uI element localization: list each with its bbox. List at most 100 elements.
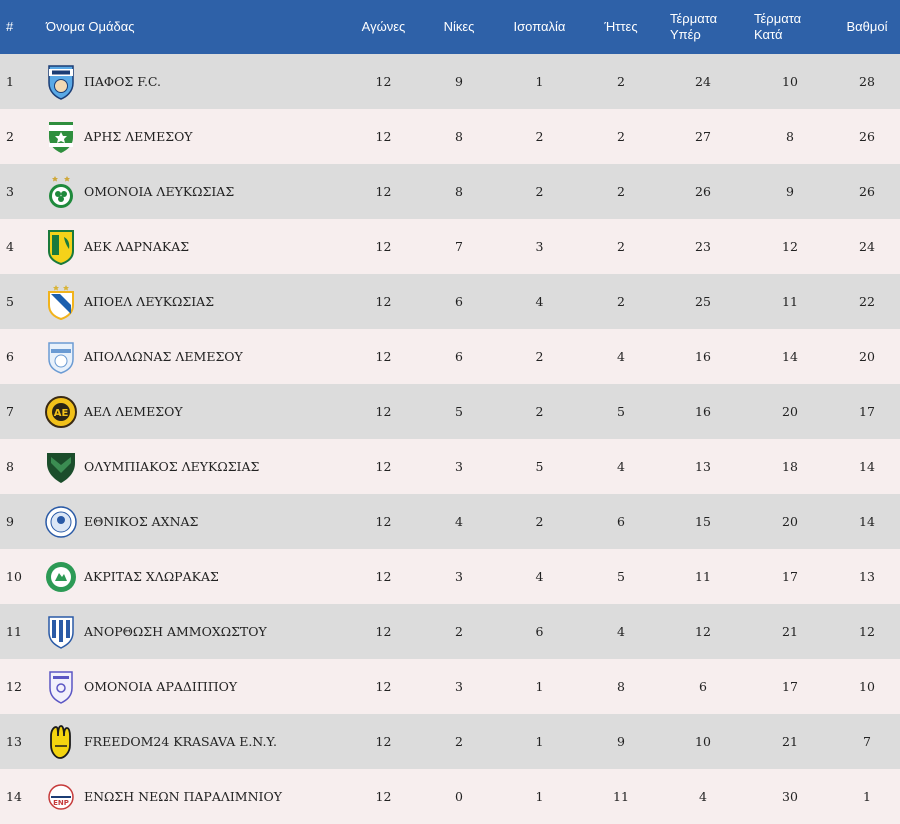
goals-against-cell: 20 [782,404,798,419]
team-cell[interactable]: ΟΜΟΝΟΙΑ ΛΕΥΚΩΣΙΑΣ [36,164,346,219]
goals-for-cell: 12 [695,624,711,639]
wins-cell: 7 [455,239,463,254]
team-link[interactable]: ΟΜΟΝΟΙΑ ΑΡΑΔΙΠΠΟΥ [44,668,346,706]
losses-cell: 5 [617,404,625,419]
losses-cell: 2 [617,239,625,254]
col-header-goals-against[interactable]: Τέρματα Κατά [746,0,834,54]
team-cell[interactable]: ENP ΕΝΩΣΗ ΝΕΩΝ ΠΑΡΑΛΙΜΝΙΟΥ [36,769,346,824]
team-cell[interactable]: ΑΠΟΕΛ ΛΕΥΚΩΣΙΑΣ [36,274,346,329]
team-link[interactable]: ΑΡΗΣ ΛΕΜΕΣΟΥ [44,118,346,156]
table-row[interactable]: 1 ΠΑΦΟΣ F.C. 12 9 1 2 24 10 28 [0,54,900,109]
team-cell[interactable]: ΠΑΦΟΣ F.C. [36,54,346,109]
position-cell: 8 [6,459,14,474]
played-cell: 12 [375,679,392,694]
team-cell[interactable]: ΑΚΡΙΤΑΣ ΧΛΩΡΑΚΑΣ [36,549,346,604]
team-cell[interactable]: ΕΘΝΙΚΟΣ ΑΧΝΑΣ [36,494,346,549]
team-link[interactable]: ΟΛΥΜΠΙΑΚΟΣ ΛΕΥΚΩΣΙΑΣ [44,448,346,486]
team-cell[interactable]: ΑΕΚ ΛΑΡΝΑΚΑΣ [36,219,346,274]
table-row[interactable]: 12 ΟΜΟΝΟΙΑ ΑΡΑΔΙΠΠΟΥ 12 3 1 8 6 17 10 [0,659,900,714]
goals-for-line1: Τέρματα [670,11,718,26]
team-cell[interactable]: ΑΠΟΛΛΩΝΑΣ ΛΕΜΕΣΟΥ [36,329,346,384]
goals-for-line2: Υπέρ [670,27,701,42]
team-link[interactable]: AE ΑΕΛ ΛΕΜΕΣΟΥ [44,393,346,431]
losses-cell: 4 [617,459,625,474]
team-link[interactable]: ΠΑΦΟΣ F.C. [44,63,346,101]
points-cell: 24 [859,239,875,254]
wins-cell: 4 [455,514,463,529]
table-row[interactable]: 10 ΑΚΡΙΤΑΣ ΧΛΩΡΑΚΑΣ 12 3 4 5 11 17 13 [0,549,900,604]
team-link[interactable]: ΟΜΟΝΟΙΑ ΛΕΥΚΩΣΙΑΣ [44,173,346,211]
col-header-pos[interactable]: # [6,19,14,34]
position-cell: 14 [6,789,22,804]
draws-cell: 1 [535,734,544,749]
points-cell: 1 [863,789,871,804]
svg-text:ENP: ENP [53,799,69,807]
table-row[interactable]: 8 ΟΛΥΜΠΙΑΚΟΣ ΛΕΥΚΩΣΙΑΣ 12 3 5 4 13 18 14 [0,439,900,494]
col-header-played[interactable]: Αγώνες [361,19,406,34]
table-row[interactable]: 5 ΑΠΟΕΛ ΛΕΥΚΩΣΙΑΣ 12 6 4 2 25 11 22 [0,274,900,329]
losses-cell: 11 [613,789,629,804]
table-row[interactable]: 7 AE ΑΕΛ ΛΕΜΕΣΟΥ 12 5 2 5 16 20 17 [0,384,900,439]
wins-cell: 3 [455,569,463,584]
position-cell: 4 [6,239,14,254]
table-row[interactable]: 6 ΑΠΟΛΛΩΝΑΣ ΛΕΜΕΣΟΥ 12 6 2 4 16 14 20 [0,329,900,384]
goals-against-cell: 18 [782,459,798,474]
team-cell[interactable]: AE ΑΕΛ ΛΕΜΕΣΟΥ [36,384,346,439]
table-row[interactable]: 9 ΕΘΝΙΚΟΣ ΑΧΝΑΣ 12 4 2 6 15 20 14 [0,494,900,549]
goals-for-cell: 10 [695,734,711,749]
table-row[interactable]: 14 ENP ΕΝΩΣΗ ΝΕΩΝ ΠΑΡΑΛΙΜΝΙΟΥ 12 0 1 11 4 30 1 [0,769,900,824]
col-header-losses[interactable]: Ήττες [604,19,638,34]
position-cell: 7 [6,404,14,419]
goals-for-cell: 13 [695,459,711,474]
draws-cell: 6 [535,624,544,639]
team-link[interactable]: ENP ΕΝΩΣΗ ΝΕΩΝ ΠΑΡΑΛΙΜΝΙΟΥ [44,778,346,816]
team-link[interactable]: ΑΠΟΕΛ ΛΕΥΚΩΣΙΑΣ [44,283,346,321]
team-name: ΕΝΩΣΗ ΝΕΩΝ ΠΑΡΑΛΙΜΝΙΟΥ [84,789,282,804]
table-row[interactable]: 4 ΑΕΚ ΛΑΡΝΑΚΑΣ 12 7 3 2 23 12 24 [0,219,900,274]
team-crest-icon [44,338,78,376]
team-name: ΑΠΟΕΛ ΛΕΥΚΩΣΙΑΣ [84,294,215,309]
draws-cell: 2 [535,514,544,529]
position-cell: 3 [6,184,14,199]
team-cell[interactable]: FREEDOM24 KRASAVA E.N.Y. [36,714,346,769]
table-row[interactable]: 2 ΑΡΗΣ ΛΕΜΕΣΟΥ 12 8 2 2 27 8 26 [0,109,900,164]
table-header: # Όνομα Ομάδας Αγώνες Νίκες Ισοπαλία Ήττ… [0,0,900,54]
goals-against-cell: 8 [786,129,794,144]
team-link[interactable]: ΑΕΚ ΛΑΡΝΑΚΑΣ [44,228,346,266]
wins-cell: 9 [455,74,463,89]
team-link[interactable]: ΑΝΟΡΘΩΣΗ ΑΜΜΟΧΩΣΤΟΥ [44,613,346,651]
points-cell: 28 [859,74,875,89]
team-link[interactable]: ΑΠΟΛΛΩΝΑΣ ΛΕΜΕΣΟΥ [44,338,346,376]
team-name: ΑΕΛ ΛΕΜΕΣΟΥ [84,404,183,419]
table-row[interactable]: 3 ΟΜΟΝΟΙΑ ΛΕΥΚΩΣΙΑΣ 12 8 2 2 26 9 26 [0,164,900,219]
draws-cell: 3 [535,239,544,254]
goals-against-cell: 21 [782,624,798,639]
goals-for-cell: 4 [699,789,707,804]
position-cell: 2 [6,129,14,144]
table-row[interactable]: 11 ΑΝΟΡΘΩΣΗ ΑΜΜΟΧΩΣΤΟΥ 12 2 6 4 12 21 12 [0,604,900,659]
col-header-points[interactable]: Βαθμοί [846,19,888,34]
losses-cell: 2 [617,294,625,309]
draws-cell: 2 [535,129,544,144]
team-link[interactable]: FREEDOM24 KRASAVA E.N.Y. [44,723,346,761]
team-crest-icon [44,668,78,706]
team-cell[interactable]: ΑΡΗΣ ΛΕΜΕΣΟΥ [36,109,346,164]
col-header-draws[interactable]: Ισοπαλία [513,19,566,34]
wins-cell: 8 [455,129,463,144]
goals-for-cell: 15 [695,514,711,529]
team-cell[interactable]: ΟΛΥΜΠΙΑΚΟΣ ΛΕΥΚΩΣΙΑΣ [36,439,346,494]
col-header-goals-for[interactable]: Τέρματα Υπέρ [660,0,746,54]
col-header-wins[interactable]: Νίκες [443,19,475,34]
team-cell[interactable]: ΟΜΟΝΟΙΑ ΑΡΑΔΙΠΠΟΥ [36,659,346,714]
team-name: ΑΚΡΙΤΑΣ ΧΛΩΡΑΚΑΣ [84,569,219,584]
team-link[interactable]: ΕΘΝΙΚΟΣ ΑΧΝΑΣ [44,503,346,541]
goals-against-cell: 11 [782,294,798,309]
col-header-team[interactable]: Όνομα Ομάδας [46,19,135,34]
played-cell: 12 [375,349,392,364]
wins-cell: 0 [455,789,463,804]
team-link[interactable]: ΑΚΡΙΤΑΣ ΧΛΩΡΑΚΑΣ [44,558,346,596]
points-cell: 13 [859,569,875,584]
table-row[interactable]: 13 FREEDOM24 KRASAVA E.N.Y. 12 2 1 9 10 21 7 [0,714,900,769]
team-cell[interactable]: ΑΝΟΡΘΩΣΗ ΑΜΜΟΧΩΣΤΟΥ [36,604,346,659]
